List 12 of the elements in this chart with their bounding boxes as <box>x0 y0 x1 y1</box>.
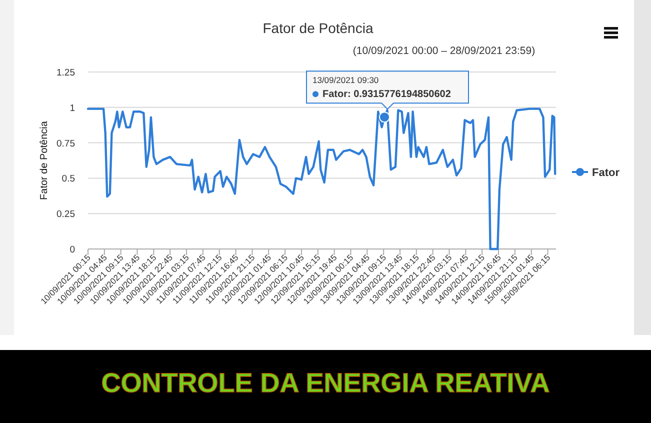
y-tick-label: 0.25 <box>56 209 75 220</box>
y-axis-title: Fator de Potência <box>39 120 50 200</box>
annotation: 13/09/2021 09:30 Fator: 0.9315776194850602 <box>312 75 452 100</box>
chart-title: Fator de Potência <box>262 20 374 36</box>
legend-label: Fator <box>592 167 620 179</box>
y-tick-label: 1 <box>70 102 75 114</box>
chart-subtitle: (10/09/2021 00:00 – 28/09/2021 23:59) <box>352 45 536 57</box>
text: CONTROLE DA ENERGIA REATIVA <box>101 368 550 398</box>
y-tick-label: 1.25 <box>56 68 75 78</box>
y-tick-label: 0.75 <box>56 138 75 150</box>
y-tick-label: 0 <box>70 244 75 256</box>
y-tick-label: 0.5 <box>62 174 75 185</box>
